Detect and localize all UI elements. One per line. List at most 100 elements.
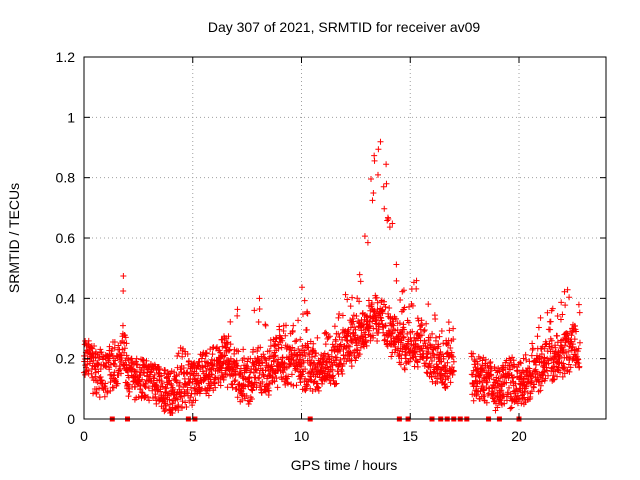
data-point	[482, 356, 489, 363]
data-point	[122, 334, 129, 341]
data-point	[335, 330, 342, 337]
data-point	[322, 375, 329, 382]
data-point	[256, 295, 263, 302]
data-point	[573, 328, 580, 335]
data-point	[352, 326, 359, 333]
data-point	[377, 138, 384, 145]
data-point	[298, 284, 305, 291]
data-point	[411, 334, 418, 341]
data-point	[419, 321, 426, 328]
data-point	[173, 372, 180, 379]
data-point	[112, 357, 119, 364]
data-point	[393, 261, 400, 268]
data-point	[348, 363, 355, 370]
data-point	[497, 378, 504, 385]
data-point	[379, 310, 386, 317]
data-point	[509, 375, 516, 382]
data-point	[374, 171, 381, 178]
data-point	[220, 374, 227, 381]
data-point	[297, 372, 304, 379]
data-point	[400, 287, 407, 294]
data-point	[273, 375, 280, 382]
data-point	[370, 325, 377, 332]
y-tick-label: 0.4	[56, 290, 76, 306]
data-point	[118, 370, 125, 377]
data-point	[207, 346, 214, 353]
data-point	[575, 345, 582, 352]
data-point	[434, 378, 441, 385]
data-point	[266, 387, 273, 394]
data-point	[431, 344, 438, 351]
data-point	[184, 386, 191, 393]
data-point	[302, 353, 309, 360]
data-point	[175, 350, 182, 357]
data-point	[553, 363, 560, 370]
data-point	[258, 389, 265, 396]
data-point	[534, 333, 541, 340]
data-point	[187, 394, 194, 401]
data-point	[338, 368, 345, 375]
data-point	[111, 375, 118, 382]
data-point	[470, 397, 477, 404]
data-point	[280, 328, 287, 335]
data-point	[522, 351, 529, 358]
data-point	[375, 146, 382, 153]
data-point	[528, 352, 535, 359]
data-point	[301, 349, 308, 356]
data-point	[397, 361, 404, 368]
data-point	[347, 303, 354, 310]
data-point	[511, 363, 518, 370]
data-point	[232, 377, 239, 384]
y-tick-label: 0.2	[56, 351, 76, 367]
data-point	[247, 369, 254, 376]
data-point	[158, 380, 165, 387]
data-point	[414, 363, 421, 370]
data-point	[87, 353, 94, 360]
y-tick-label: 0.6	[56, 230, 76, 246]
data-point	[408, 338, 415, 345]
data-point	[250, 346, 257, 353]
data-point	[231, 378, 238, 385]
data-point	[191, 385, 198, 392]
data-point	[180, 364, 187, 371]
data-point	[188, 390, 195, 397]
data-point	[348, 338, 355, 345]
data-point	[133, 361, 140, 368]
data-point	[363, 313, 370, 320]
data-point	[552, 344, 559, 351]
data-point	[367, 323, 374, 330]
data-point	[96, 385, 103, 392]
data-point	[259, 378, 266, 385]
data-point	[234, 394, 241, 401]
data-point	[313, 364, 320, 371]
data-point	[501, 374, 508, 381]
data-point	[97, 346, 104, 353]
data-point	[174, 364, 181, 371]
data-point	[304, 382, 311, 389]
data-point	[109, 345, 116, 352]
data-point	[114, 380, 121, 387]
data-point	[271, 353, 278, 360]
data-point	[179, 353, 186, 360]
data-point	[544, 367, 551, 374]
data-point	[171, 373, 178, 380]
data-point	[470, 350, 477, 357]
data-point	[383, 161, 390, 168]
data-point	[419, 347, 426, 354]
data-point	[529, 340, 536, 347]
data-point	[347, 349, 354, 356]
y-tick-label: 1	[67, 109, 75, 125]
data-point	[284, 379, 291, 386]
data-point	[255, 319, 262, 326]
data-point	[332, 338, 339, 345]
data-point	[557, 316, 564, 323]
data-point	[386, 224, 393, 231]
data-point	[329, 366, 336, 373]
data-point	[576, 309, 583, 316]
data-point	[310, 340, 317, 347]
data-point	[435, 343, 442, 350]
data-point	[480, 387, 487, 394]
data-point	[198, 355, 205, 362]
data-point	[167, 380, 174, 387]
data-point	[257, 344, 264, 351]
